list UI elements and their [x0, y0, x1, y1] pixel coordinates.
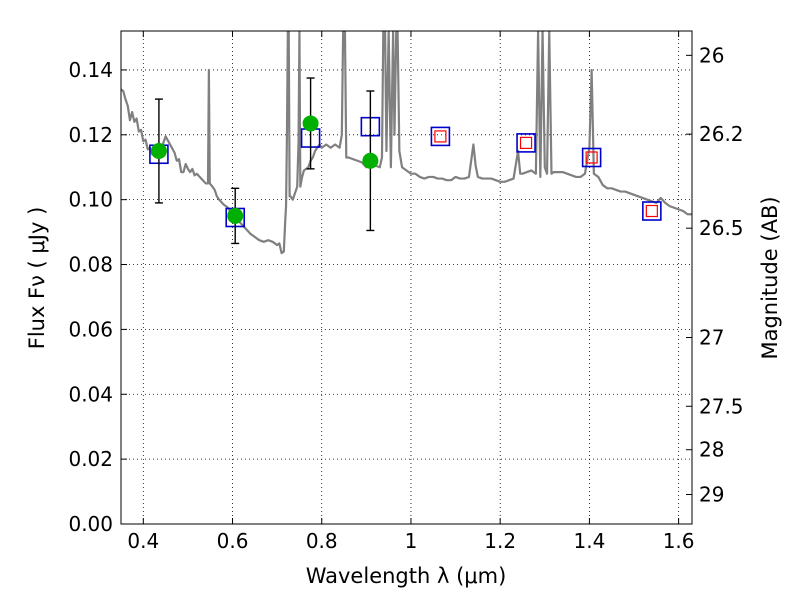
x-tick-label: 0.6 [217, 529, 249, 553]
predicted-square [645, 204, 658, 218]
model-spectrum [121, 31, 692, 255]
y-tick-label: 0.04 [68, 382, 113, 406]
predicted-square [519, 136, 533, 149]
predicted-square [434, 130, 447, 143]
x-tick-label: 0.4 [127, 529, 159, 553]
right-tick-label: 26.2 [699, 122, 744, 146]
data-points [149, 77, 662, 245]
y-tick-label: 0.12 [68, 123, 113, 147]
plot-frame [120, 30, 693, 525]
x-tick-label: 1.6 [663, 529, 695, 553]
x-axis-label: Wavelength λ (μm) [306, 564, 507, 588]
y-tick-label: 0.10 [68, 188, 113, 212]
ticks: 0.4 0.6 0.8 1 1.2 1.4 1.6 0.00 0.02 0.04 0.06 0.08 0… [68, 31, 744, 553]
observed-point [302, 115, 319, 132]
y-tick-label: 0.14 [68, 58, 113, 82]
model-photometry-square [581, 147, 602, 168]
right-tick-label: 27 [699, 326, 724, 350]
y-tick-label: 0.02 [68, 447, 113, 471]
y-axis-label: Flux Fν ( μJy ) [25, 207, 49, 350]
x-tick-label: 0.8 [306, 529, 338, 553]
model-spectrum-line [121, 31, 692, 255]
y-tick-label: 0.08 [68, 253, 113, 277]
model-photometry-square [642, 201, 662, 221]
x-tick-label: 1 [405, 529, 418, 553]
right-tick-label: 27.5 [699, 394, 744, 418]
model-photometry-square [516, 133, 536, 153]
observed-point [150, 143, 167, 160]
y-axis-label-right: Magnitude (AB) [758, 196, 782, 359]
right-tick-label: 28 [699, 438, 724, 462]
observed-point [362, 152, 379, 169]
x-tick-label: 1.2 [484, 529, 516, 553]
right-tick-label: 26.5 [699, 216, 744, 240]
grid [121, 31, 692, 525]
right-tick-label: 26 [699, 43, 724, 67]
predicted-square [585, 151, 598, 164]
x-tick-label: 1.4 [573, 529, 605, 553]
y-tick-label: 0.06 [68, 317, 113, 341]
right-tick-label: 29 [699, 482, 724, 506]
observed-point [227, 207, 244, 224]
model-photometry-square [430, 126, 451, 147]
y-tick-label: 0.00 [68, 512, 113, 536]
